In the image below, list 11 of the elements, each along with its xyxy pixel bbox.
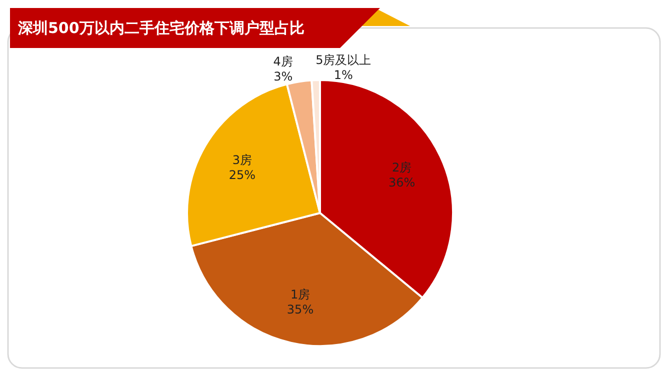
data-label: 36% bbox=[388, 175, 416, 190]
slice-label: 3房 bbox=[232, 152, 252, 167]
slice-label: 5房及以上 bbox=[316, 52, 372, 67]
slice-label: 1房 bbox=[290, 287, 310, 302]
slice-label: 2房 bbox=[392, 160, 412, 174]
slice-label: 4房 bbox=[273, 54, 293, 68]
data-label: 1% bbox=[334, 68, 353, 82]
data-label: 35% bbox=[286, 302, 314, 316]
data-label: 25% bbox=[228, 168, 256, 182]
chart-title: 深圳500万以内二手住宅价格下调户型占比 bbox=[17, 19, 304, 37]
data-label: 3% bbox=[274, 70, 293, 84]
